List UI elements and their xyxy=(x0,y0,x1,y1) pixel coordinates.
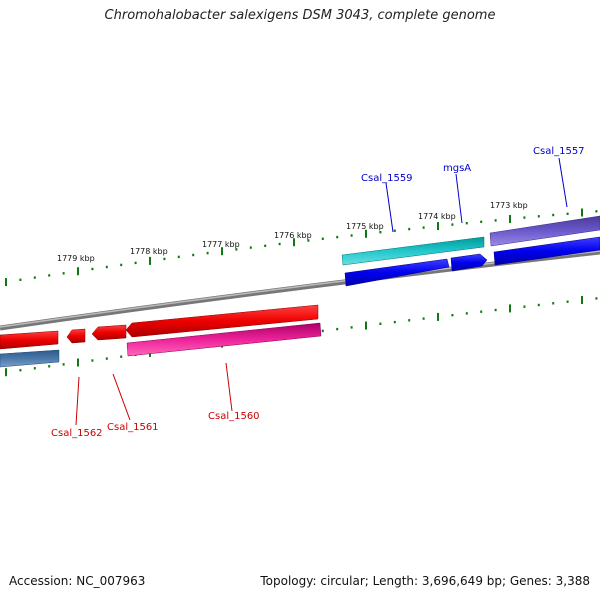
genome-info-text: Topology: circular; Length: 3,696,649 bp… xyxy=(260,574,590,588)
cds-feature-csal-1562[interactable] xyxy=(66,328,86,344)
tick-label: 1777 kbp xyxy=(202,240,240,249)
tick-labels: 1773 kbp 1774 kbp 1775 kbp 1776 kbp 1777… xyxy=(57,201,528,263)
leader-line-mgsa xyxy=(455,173,463,224)
tick-label: 1775 kbp xyxy=(346,222,384,231)
tick-label: 1773 kbp xyxy=(490,201,528,210)
tick-label: 1776 kbp xyxy=(274,231,312,240)
gene-label-csal-1562[interactable]: Csal_1562 xyxy=(51,428,103,439)
cds-feature-csal-1563[interactable] xyxy=(0,330,59,350)
reverse-cds-track xyxy=(0,304,319,350)
accession-text: Accession: NC_007963 xyxy=(9,574,146,588)
gene-label-mgsa[interactable]: mgsA xyxy=(443,163,471,174)
cds-feature-csal-1557[interactable] xyxy=(493,236,600,266)
gene-label-csal-1559[interactable]: Csal_1559 xyxy=(361,173,413,184)
tick-label: 1774 kbp xyxy=(418,212,456,221)
leader-line-csal-1559 xyxy=(385,182,394,233)
gene-label-csal-1557[interactable]: Csal_1557 xyxy=(533,146,585,157)
cds-feature-mgsa[interactable] xyxy=(450,253,488,272)
gene-feature-csal-1557[interactable] xyxy=(489,215,600,247)
leader-line-csal-1560 xyxy=(225,362,233,412)
forward-gene-track xyxy=(341,215,600,266)
tick-label: 1779 kbp xyxy=(57,254,95,263)
label-leaders xyxy=(75,157,568,426)
cds-feature-csal-1560[interactable] xyxy=(125,304,319,338)
gene-label-csal-1561[interactable]: Csal_1561 xyxy=(107,422,159,433)
cds-feature-csal-1559[interactable] xyxy=(344,258,450,287)
forward-cds-track xyxy=(344,236,600,287)
tick-label: 1778 kbp xyxy=(130,247,168,256)
gene-labels: Csal_1557 mgsA Csal_1559 Csal_1560 Csal_… xyxy=(51,146,585,439)
leader-line-csal-1562 xyxy=(75,376,80,426)
gene-feature-csal-1563[interactable] xyxy=(0,349,60,368)
gene-label-csal-1560[interactable]: Csal_1560 xyxy=(208,411,260,422)
cds-feature-csal-1561[interactable] xyxy=(91,324,127,341)
leader-line-csal-1557 xyxy=(558,157,568,208)
leader-line-csal-1561 xyxy=(112,373,131,421)
map-title: Chromohalobacter salexigens DSM 3043, co… xyxy=(104,8,496,23)
gene-feature-csal-1560[interactable] xyxy=(126,322,322,357)
gene-feature-csal-1559[interactable] xyxy=(341,236,485,266)
reverse-gene-track xyxy=(0,322,322,368)
